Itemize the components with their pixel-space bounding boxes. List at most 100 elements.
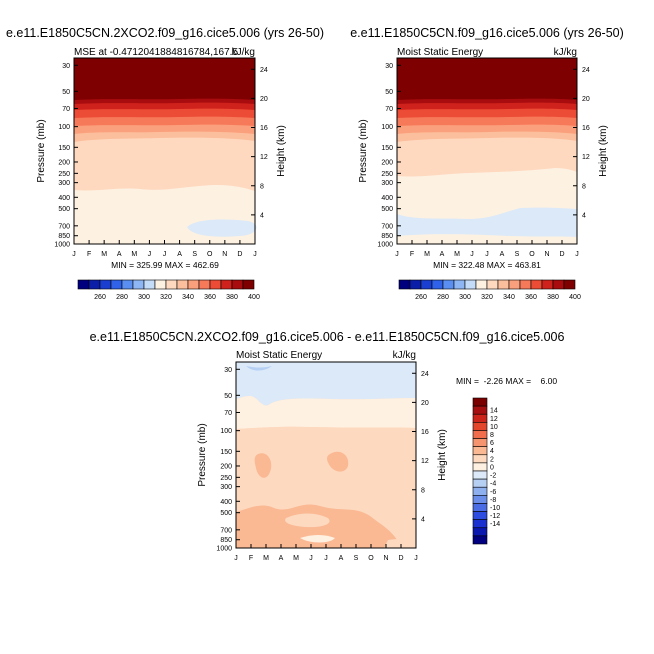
colorbar-swatch bbox=[472, 438, 488, 447]
y-tick-label: 70 bbox=[385, 106, 393, 113]
colorbar-swatch bbox=[132, 279, 145, 290]
x-tick-label: J bbox=[485, 251, 489, 258]
y-tick-label: 400 bbox=[381, 195, 393, 202]
x-tick-label: N bbox=[544, 251, 549, 258]
colorbar-swatch bbox=[431, 279, 444, 290]
panel-1-y-ticks: 30 50 70 100 150 200 250 300 400 500 700 850 1000 bbox=[54, 63, 78, 249]
colorbar-swatch bbox=[508, 279, 521, 290]
colorbar-swatch bbox=[198, 279, 211, 290]
panel-1-plot bbox=[73, 57, 257, 245]
x-tick-label: A bbox=[500, 251, 505, 258]
colorbar-swatch bbox=[472, 478, 488, 488]
x-tick-label: F bbox=[410, 251, 414, 258]
colorbar-swatch bbox=[472, 446, 488, 456]
x-tick-label: J bbox=[414, 555, 418, 562]
height-tick-label: 8 bbox=[421, 487, 425, 494]
colorbar-swatch bbox=[519, 279, 532, 290]
x-tick-label: N bbox=[383, 555, 388, 562]
y-tick-label: 70 bbox=[224, 410, 232, 417]
colorbar-swatch bbox=[472, 527, 488, 537]
x-tick-label: J bbox=[470, 251, 474, 258]
colorbar-swatch bbox=[242, 279, 255, 290]
x-tick-label: D bbox=[237, 251, 242, 258]
panel-2-ylabel: Pressure (mb) bbox=[358, 119, 369, 182]
colorbar-swatch bbox=[231, 279, 244, 290]
x-tick-label: O bbox=[529, 251, 535, 258]
panel-1-height-ticks: 24 20 16 12 8 4 bbox=[251, 67, 268, 219]
panel-2-colorbar: 260 280 300 320 340 360 380 400 bbox=[398, 279, 581, 301]
panel-1-ylabel: Pressure (mb) bbox=[36, 119, 47, 182]
colorbar-label: 6 bbox=[490, 440, 494, 447]
colorbar-label: 320 bbox=[160, 294, 172, 301]
x-tick-label: M bbox=[293, 555, 299, 562]
y-tick-label: 850 bbox=[220, 537, 232, 544]
panel-1-title: e.e11.E1850C5CN.2XCO2.f09_g16.cice5.006 … bbox=[6, 26, 324, 40]
panel-3-title: e.e11.E1850C5CN.2XCO2.f09_g16.cice5.006 … bbox=[90, 330, 565, 344]
height-tick-label: 12 bbox=[260, 154, 268, 161]
y-tick-label: 1000 bbox=[377, 242, 393, 249]
colorbar-label: 340 bbox=[503, 294, 515, 301]
panel-2: e.e11.E1850C5CN.f09_g16.cice5.006 (yrs 2… bbox=[350, 26, 624, 301]
colorbar-swatch bbox=[472, 405, 488, 415]
panel-3-ylabel-right: Height (km) bbox=[437, 429, 448, 481]
colorbar-swatch bbox=[472, 486, 488, 496]
y-tick-label: 100 bbox=[220, 428, 232, 435]
colorbar-swatch bbox=[472, 454, 488, 464]
colorbar-swatch bbox=[472, 397, 488, 407]
panel-2-height-ticks: 24 20 16 12 8 4 bbox=[573, 67, 590, 219]
colorbar-label: 4 bbox=[490, 448, 494, 455]
x-tick-label: S bbox=[515, 251, 520, 258]
y-tick-label: 250 bbox=[220, 475, 232, 482]
x-tick-label: D bbox=[398, 555, 403, 562]
x-tick-label: A bbox=[177, 251, 182, 258]
panel-1-subtitle-right: kJ/kg bbox=[232, 47, 255, 58]
x-tick-label: S bbox=[192, 251, 197, 258]
y-tick-label: 50 bbox=[62, 89, 70, 96]
x-tick-label: A bbox=[279, 555, 284, 562]
colorbar-swatch bbox=[472, 422, 488, 431]
panel-3-band-0-2 bbox=[236, 396, 416, 429]
x-tick-label: M bbox=[424, 251, 430, 258]
panel-2-subtitle-right: kJ/kg bbox=[554, 47, 577, 58]
colorbar-swatch bbox=[472, 519, 488, 529]
colorbar-label: 400 bbox=[569, 294, 581, 301]
colorbar-swatch bbox=[472, 511, 488, 520]
panel-3-plot bbox=[235, 361, 417, 549]
y-tick-label: 30 bbox=[385, 63, 393, 70]
y-tick-label: 50 bbox=[385, 89, 393, 96]
panel-2-subtitle-left: Moist Static Energy bbox=[397, 47, 483, 58]
x-tick-label: J bbox=[148, 251, 152, 258]
panel-3-corner-patch bbox=[384, 539, 416, 548]
colorbar-label: 12 bbox=[490, 416, 498, 423]
colorbar-swatch bbox=[154, 279, 167, 290]
panel-1-subtitle-left: MSE at -0.4712041884816784,167.5 bbox=[74, 47, 238, 58]
colorbar-label: 300 bbox=[459, 294, 471, 301]
colorbar-swatch bbox=[530, 279, 543, 290]
colorbar-swatch bbox=[110, 279, 123, 290]
y-tick-label: 850 bbox=[58, 233, 70, 240]
x-tick-label: F bbox=[87, 251, 91, 258]
x-tick-label: F bbox=[249, 555, 253, 562]
colorbar-label: 8 bbox=[490, 432, 494, 439]
height-tick-label: 12 bbox=[582, 154, 590, 161]
colorbar-swatch bbox=[486, 279, 499, 290]
colorbar-label: -4 bbox=[490, 481, 496, 488]
colorbar-label: 280 bbox=[437, 294, 449, 301]
colorbar-label: -12 bbox=[490, 513, 500, 520]
colorbar-label: 360 bbox=[204, 294, 216, 301]
height-tick-label: 24 bbox=[260, 67, 268, 74]
panel-2-plot bbox=[396, 57, 578, 245]
colorbar-swatch bbox=[165, 279, 178, 290]
colorbar-swatch bbox=[77, 279, 90, 290]
colorbar-label: 320 bbox=[481, 294, 493, 301]
y-tick-label: 400 bbox=[58, 195, 70, 202]
y-tick-label: 30 bbox=[62, 63, 70, 70]
y-tick-label: 300 bbox=[220, 484, 232, 491]
x-tick-label: J bbox=[395, 251, 399, 258]
colorbar-swatch bbox=[472, 535, 488, 545]
x-tick-label: A bbox=[440, 251, 445, 258]
height-tick-label: 16 bbox=[260, 125, 268, 132]
colorbar-swatch bbox=[176, 279, 189, 290]
panel-1-stats: MIN = 325.99 MAX = 462.69 bbox=[111, 260, 219, 270]
